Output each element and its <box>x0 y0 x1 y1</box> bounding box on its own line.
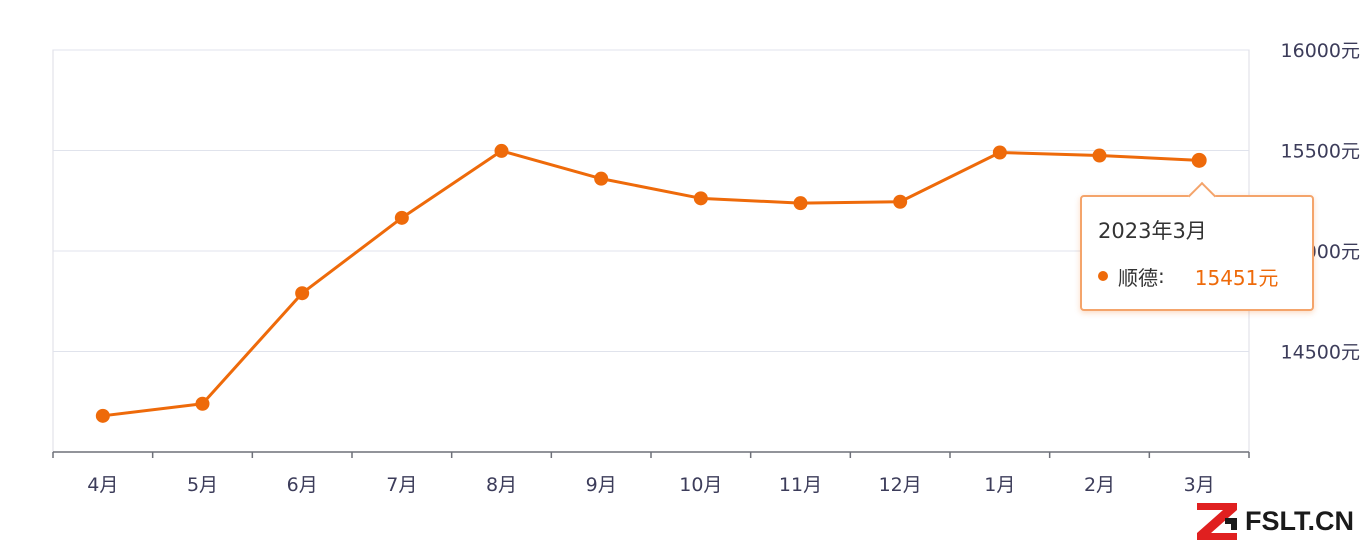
tooltip-separator: : <box>1158 264 1165 288</box>
x-tick-label: 1月 <box>984 474 1015 496</box>
x-axis-ticks: 4月 5月 6月 7月 8月 9月 10月 11月 12月 1月 2月 3月 <box>52 452 1250 496</box>
x-tick-label: 4月 <box>87 474 118 496</box>
series-points <box>95 143 1207 423</box>
watermark-text: FSLT.CN <box>1245 505 1354 536</box>
x-tick-label: 9月 <box>586 474 617 496</box>
y-tick-label: 14500元 <box>1281 342 1360 364</box>
x-tick-label: 6月 <box>287 474 318 496</box>
data-point[interactable] <box>893 194 908 209</box>
tooltip-value: 15451元 <box>1194 265 1279 290</box>
y-tick-label: 15500元 <box>1281 141 1360 163</box>
tooltip-series-dot-icon <box>1098 271 1108 281</box>
data-point[interactable] <box>693 191 708 206</box>
tooltip-title: 2023年3月 <box>1098 219 1207 243</box>
y-tick-label: 16000元 <box>1281 40 1360 62</box>
data-point[interactable] <box>95 408 110 423</box>
data-point[interactable] <box>992 145 1007 160</box>
x-tick-label: 11月 <box>779 474 822 496</box>
data-point[interactable] <box>1191 152 1207 168</box>
x-tick-label: 10月 <box>679 474 722 496</box>
x-tick-label: 3月 <box>1184 474 1215 496</box>
watermark: FSLT.CN <box>1195 500 1354 542</box>
x-tick-label: 2月 <box>1084 474 1115 496</box>
data-point[interactable] <box>295 286 310 301</box>
x-tick-label: 5月 <box>187 474 218 496</box>
gridlines <box>53 49 1249 352</box>
tooltip-series-name: 顺德 <box>1118 265 1158 290</box>
data-point[interactable] <box>1092 148 1107 163</box>
data-point[interactable] <box>195 396 210 411</box>
tooltip: 2023年3月 顺德 : 15451元 <box>1080 181 1314 311</box>
tooltip-row: 顺德 : 15451元 <box>1098 263 1279 290</box>
x-tick-label: 12月 <box>879 474 922 496</box>
z-logo-icon <box>1197 503 1237 540</box>
data-point[interactable] <box>494 143 509 158</box>
x-tick-label: 7月 <box>386 474 417 496</box>
data-point[interactable] <box>793 196 808 211</box>
data-point[interactable] <box>594 171 609 186</box>
x-tick-label: 8月 <box>486 474 517 496</box>
series-line <box>102 149 1200 418</box>
data-point[interactable] <box>394 210 409 225</box>
